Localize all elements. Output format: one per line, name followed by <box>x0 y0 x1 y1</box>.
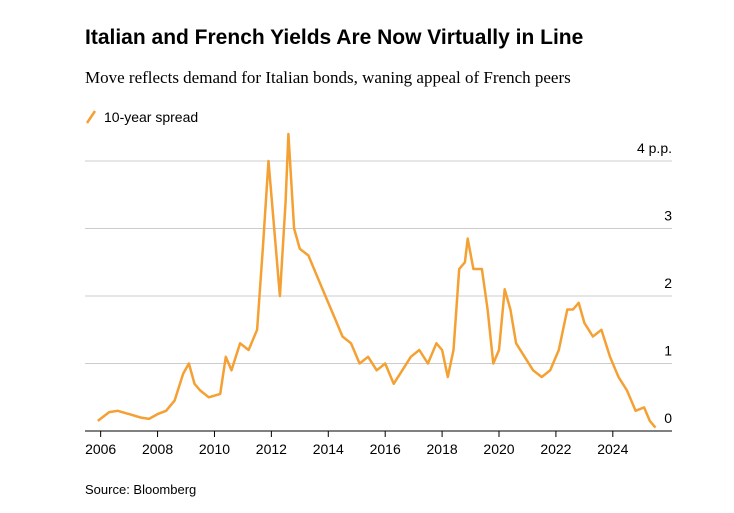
y-tick-label: 2 <box>664 275 672 291</box>
y-tick-label: 0 <box>664 410 672 426</box>
y-tick-label: 4 p.p. <box>637 140 672 156</box>
x-tick-label: 2024 <box>597 441 628 457</box>
legend-swatch <box>85 110 97 124</box>
legend-label: 10-year spread <box>104 109 198 125</box>
x-tick-label: 2012 <box>256 441 287 457</box>
chart-title: Italian and French Yields Are Now Virtua… <box>85 26 583 49</box>
source-note: Source: Bloomberg <box>85 482 196 497</box>
x-tick-label: 2018 <box>427 441 458 457</box>
x-tick-label: 2022 <box>540 441 571 457</box>
x-tick-label: 2010 <box>199 441 230 457</box>
x-tick-label: 2020 <box>483 441 514 457</box>
x-tick-label: 2006 <box>85 441 116 457</box>
data-line <box>97 132 657 429</box>
x-tick-label: 2014 <box>313 441 344 457</box>
y-tick-label: 3 <box>664 208 672 224</box>
x-tick-label: 2008 <box>142 441 173 457</box>
chart-subtitle: Move reflects demand for Italian bonds, … <box>85 68 571 87</box>
y-tick-label: 1 <box>664 343 672 359</box>
x-tick-label: 2016 <box>370 441 401 457</box>
